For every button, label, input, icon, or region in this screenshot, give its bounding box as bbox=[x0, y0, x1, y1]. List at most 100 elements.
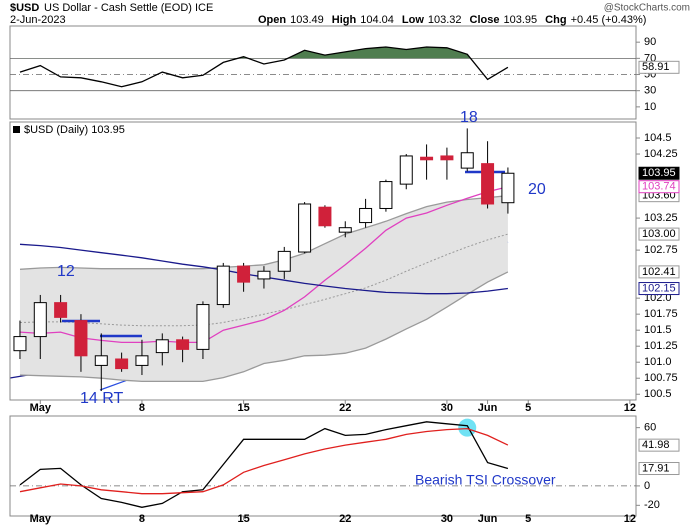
line bbox=[19, 427, 509, 495]
y-tick-label: 104.25 bbox=[644, 148, 678, 160]
stat-value: 103.49 bbox=[290, 14, 324, 26]
candle-body bbox=[501, 172, 515, 204]
stat-value: +0.45 (+0.43%) bbox=[571, 14, 647, 26]
y-tick-label: -20 bbox=[644, 499, 660, 511]
last-value-label: 102.41 bbox=[642, 266, 676, 278]
instrument-name: US Dollar - Cash Settle (EOD) ICE bbox=[44, 2, 213, 14]
line bbox=[19, 421, 509, 508]
candle-body bbox=[359, 207, 373, 224]
line bbox=[19, 46, 509, 88]
last-value-label: 17.91 bbox=[642, 462, 670, 474]
x-tick-label: 22 bbox=[339, 402, 351, 414]
candle-body bbox=[13, 336, 27, 352]
source: @StockCharts.com bbox=[604, 3, 690, 14]
stat-label: High bbox=[332, 14, 357, 26]
candle-body bbox=[379, 181, 393, 209]
candle-body bbox=[277, 250, 291, 272]
panel-frame bbox=[9, 25, 637, 120]
annotation: Bearish TSI Crossover bbox=[415, 472, 556, 488]
y-tick-label: 101.25 bbox=[644, 340, 678, 352]
last-value-label: 103.00 bbox=[642, 228, 676, 240]
candle-body bbox=[338, 227, 352, 233]
stat-label: Close bbox=[470, 14, 500, 26]
x-tick-label: May bbox=[30, 402, 52, 414]
annotation: 20 bbox=[528, 181, 546, 198]
stat-value: 104.04 bbox=[360, 14, 394, 26]
symbol: $USD bbox=[10, 2, 39, 14]
candle-body bbox=[196, 304, 210, 350]
stat-label: Open bbox=[258, 14, 286, 26]
y-tick-label: 101.75 bbox=[644, 308, 678, 320]
last-value-box bbox=[638, 282, 680, 296]
last-value-box bbox=[638, 180, 680, 194]
y-tick-label: 101.0 bbox=[644, 356, 672, 368]
x-tick-label: 22 bbox=[339, 513, 351, 525]
last-value-box bbox=[638, 227, 680, 241]
candle-body bbox=[298, 203, 312, 253]
panel-frame bbox=[9, 121, 637, 401]
annotation: 14 RT bbox=[80, 390, 124, 407]
x-tick-label: 12 bbox=[624, 513, 636, 525]
panel-frame bbox=[9, 415, 637, 517]
overbought-fill bbox=[19, 47, 508, 59]
last-value-box bbox=[638, 60, 680, 74]
y-tick-label: 103.25 bbox=[644, 212, 678, 224]
candle-body bbox=[54, 302, 68, 318]
last-value-label: 103.74 bbox=[642, 181, 676, 193]
x-tick-label: 15 bbox=[237, 402, 249, 414]
x-tick-label: 15 bbox=[237, 513, 249, 525]
candle-body bbox=[135, 355, 149, 366]
last-value-label: 102.15 bbox=[642, 282, 676, 294]
line bbox=[19, 195, 508, 270]
x-tick-label: 8 bbox=[139, 402, 145, 414]
x-tick-label: Jun bbox=[478, 513, 498, 525]
y-tick-label: 102.0 bbox=[644, 292, 672, 304]
annotation: 18 bbox=[460, 109, 478, 126]
x-tick-label: 30 bbox=[441, 513, 453, 525]
crossover-highlight bbox=[458, 418, 477, 437]
y-tick-label: 0 bbox=[644, 480, 650, 492]
x-tick-label: May bbox=[30, 513, 52, 525]
y-tick-label: 90 bbox=[644, 36, 656, 48]
y-tick-label: 10 bbox=[644, 101, 656, 113]
y-tick-label: 101.5 bbox=[644, 324, 672, 336]
stat-label: Low bbox=[402, 14, 424, 26]
panel-title: $USD (Daily) 103.95 bbox=[24, 124, 125, 136]
candle-body bbox=[115, 358, 129, 370]
x-tick-label: 30 bbox=[441, 402, 453, 414]
stat-value: 103.95 bbox=[504, 14, 538, 26]
candle-body bbox=[481, 163, 495, 205]
y-tick-label: 100.5 bbox=[644, 388, 672, 400]
x-tick-label: Jun bbox=[478, 402, 498, 414]
candle-body bbox=[216, 265, 230, 306]
candle-body bbox=[460, 152, 474, 169]
y-tick-label: 102.75 bbox=[644, 244, 678, 256]
stat-label: Chg bbox=[545, 14, 566, 26]
last-value-box bbox=[638, 438, 680, 452]
candle-body bbox=[257, 270, 271, 280]
last-value-box bbox=[638, 462, 680, 476]
last-value-label: 41.98 bbox=[642, 439, 670, 451]
candle-body bbox=[155, 339, 169, 354]
y-tick-label: 104.5 bbox=[644, 132, 672, 144]
candle-body bbox=[33, 302, 47, 338]
date: 2-Jun-2023 bbox=[10, 14, 66, 26]
candle-body bbox=[440, 155, 454, 161]
stat-value: 103.32 bbox=[428, 14, 462, 26]
x-tick-label: 5 bbox=[525, 402, 531, 414]
candle-body bbox=[399, 155, 413, 185]
last-value-label: 103.95 bbox=[642, 167, 676, 179]
y-tick-label: 30 bbox=[644, 85, 656, 97]
x-tick-label: 5 bbox=[525, 513, 531, 525]
candle-body bbox=[237, 265, 251, 283]
y-tick-label: 100.75 bbox=[644, 372, 678, 384]
candle-body bbox=[420, 156, 434, 161]
y-tick-label: 60 bbox=[644, 422, 656, 434]
x-tick-label: 12 bbox=[624, 402, 636, 414]
annotation: 12 bbox=[57, 263, 75, 280]
last-value-box bbox=[638, 265, 680, 279]
candle-body bbox=[74, 320, 88, 357]
x-tick-label: 8 bbox=[139, 513, 145, 525]
candle-body bbox=[176, 339, 190, 350]
